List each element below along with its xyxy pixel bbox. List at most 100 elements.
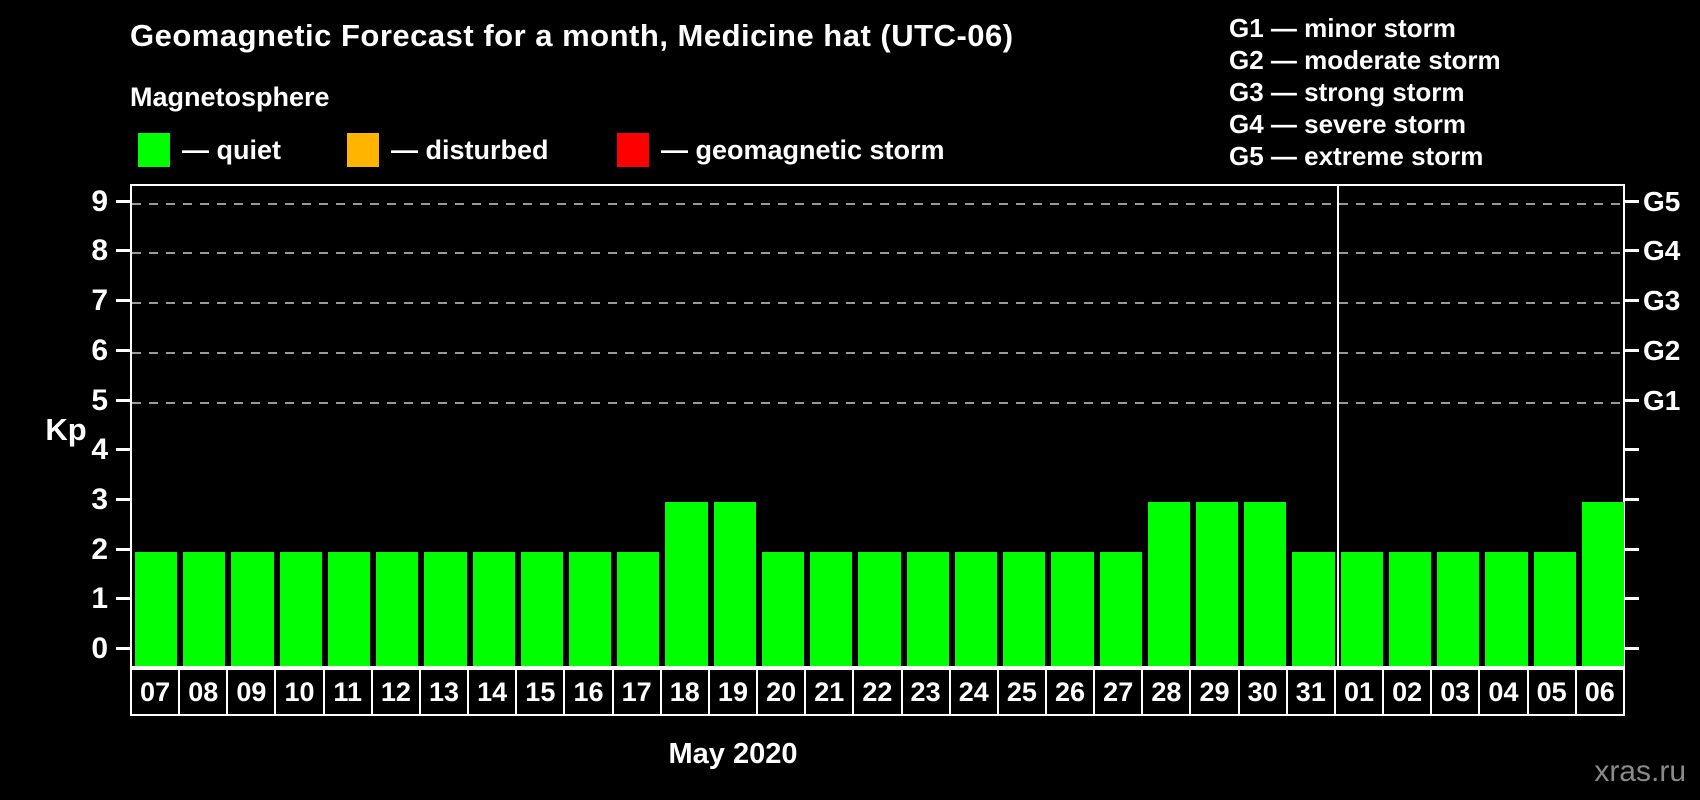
right-tick-3 [1625, 497, 1639, 501]
watermark: xras.ru [1594, 755, 1686, 788]
day-label-cell-19: 19 [707, 668, 759, 716]
kp-bar-day-01 [1340, 551, 1383, 666]
g-scale-label-g4: G4 [1643, 235, 1681, 267]
kp-bar-day-26 [1051, 551, 1094, 666]
left-tick-3 [116, 497, 130, 501]
kp-bar-day-20 [761, 551, 805, 666]
storm-color-swatch [617, 133, 649, 167]
day-label-cell-01: 01 [1333, 668, 1385, 716]
day-label-cell-14: 14 [467, 668, 518, 716]
kp-bar-day-10 [279, 551, 322, 666]
kp-bar-day-16 [569, 551, 612, 666]
right-tick-1 [1625, 597, 1639, 601]
kp-bar-day-05 [1533, 551, 1576, 666]
quiet-color-swatch [138, 133, 170, 167]
legend-item-quiet: — quiet [138, 133, 281, 167]
day-label-cell-04: 04 [1478, 668, 1529, 716]
kp-bar-day-03 [1437, 551, 1480, 666]
gridline-kp8 [132, 252, 1623, 255]
right-tick-9 [1625, 199, 1639, 203]
kp-bar-day-04 [1485, 551, 1528, 666]
storm-scale-g2: G2 — moderate storm [1229, 45, 1501, 75]
day-label-cell-06: 06 [1574, 668, 1625, 716]
day-label-cell-26: 26 [1044, 668, 1096, 716]
left-tick-6 [116, 348, 130, 352]
kp-bar-day-19 [713, 501, 756, 666]
day-label-cell-07: 07 [130, 668, 181, 716]
kp-bar-day-11 [327, 551, 371, 666]
day-label-cell-10: 10 [274, 668, 325, 716]
left-tick-9 [116, 199, 130, 203]
storm-scale-legend: G1 — minor storm G2 — moderate storm G3 … [1229, 12, 1501, 172]
g-scale-label-g2: G2 [1643, 334, 1681, 366]
kp-bar-day-14 [472, 551, 515, 666]
left-tick-2 [116, 547, 130, 551]
legend-label-geomagnetic-storm: — geomagnetic storm [661, 134, 945, 165]
day-label-cell-17: 17 [611, 668, 662, 716]
kp-bar-day-22 [858, 551, 901, 666]
day-label-cell-20: 20 [756, 668, 807, 716]
gridline-kp5 [132, 401, 1623, 404]
kp-bar-day-12 [376, 551, 419, 666]
kp-bar-day-09 [231, 551, 274, 666]
y-axis-tick-label-7: 7 [91, 284, 108, 318]
legend-label-disturbed: — disturbed [391, 134, 549, 165]
right-tick-7 [1625, 299, 1639, 303]
left-tick-5 [116, 398, 130, 402]
chart-title: Geomagnetic Forecast for a month, Medici… [130, 18, 1014, 53]
kp-bar-day-28 [1147, 501, 1190, 666]
storm-scale-g5: G5 — extreme storm [1229, 141, 1484, 171]
kp-bar-day-24 [954, 551, 998, 666]
gridline-kp9 [132, 202, 1623, 205]
right-tick-0 [1625, 647, 1639, 650]
day-label-cell-23: 23 [900, 668, 951, 716]
y-axis-tick-label-9: 9 [91, 184, 108, 218]
day-label-cell-28: 28 [1141, 668, 1192, 716]
day-label-cell-09: 09 [226, 668, 277, 716]
day-label-cell-21: 21 [804, 668, 855, 716]
day-label-cell-30: 30 [1237, 668, 1288, 716]
gridline-kp7 [132, 302, 1623, 305]
storm-scale-g1: G1 — minor storm [1229, 13, 1456, 43]
kp-bar-day-15 [520, 551, 564, 666]
kp-bar-day-06 [1581, 501, 1624, 666]
day-label-cell-25: 25 [996, 668, 1047, 716]
g-scale-label-g3: G3 [1643, 285, 1681, 317]
legend-label-quiet: — quiet [182, 134, 281, 165]
right-tick-6 [1625, 348, 1639, 352]
kp-bar-day-02 [1388, 551, 1432, 666]
y-axis-title: Kp [45, 412, 87, 447]
y-axis-tick-label-2: 2 [91, 532, 108, 566]
kp-bar-day-08 [183, 551, 226, 666]
kp-bar-day-07 [135, 551, 178, 666]
left-tick-8 [116, 249, 130, 253]
left-tick-0 [116, 647, 130, 650]
x-axis-day-labels: 07 08 09 10 11 12 13 14 15 16 17 18 19 20 21 22 23 24 25 26… [130, 668, 1625, 716]
disturbed-color-swatch [347, 133, 379, 167]
kp-bar-day-18 [665, 501, 708, 666]
kp-bar-day-31 [1292, 551, 1335, 666]
y-axis-tick-label-5: 5 [91, 383, 108, 417]
magnetosphere-legend-title: Magnetosphere [130, 82, 330, 112]
kp-bar-day-30 [1244, 501, 1287, 666]
g-scale-label-g1: G1 [1643, 384, 1681, 416]
kp-bar-day-29 [1195, 501, 1239, 666]
day-label-cell-05: 05 [1526, 668, 1577, 716]
day-label-cell-11: 11 [322, 668, 373, 716]
day-label-cell-12: 12 [370, 668, 421, 716]
right-tick-4 [1625, 448, 1639, 452]
y-axis-tick-label-4: 4 [91, 433, 108, 467]
day-label-cell-08: 08 [178, 668, 229, 716]
left-tick-4 [116, 448, 130, 452]
day-label-cell-16: 16 [563, 668, 614, 716]
right-tick-2 [1625, 547, 1639, 551]
left-tick-7 [116, 299, 130, 303]
day-label-cell-13: 13 [418, 668, 470, 716]
legend-item-geomagnetic-storm: — geomagnetic storm [617, 133, 945, 167]
right-tick-5 [1625, 398, 1639, 402]
day-label-cell-22: 22 [852, 668, 903, 716]
g-scale-label-g5: G5 [1643, 185, 1681, 217]
day-label-cell-24: 24 [948, 668, 999, 716]
y-axis-tick-label-3: 3 [91, 482, 108, 516]
